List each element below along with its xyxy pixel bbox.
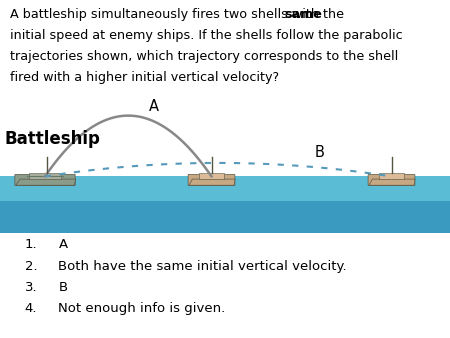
Bar	[379, 173, 404, 179]
Polygon shape	[189, 179, 235, 185]
Text: 1.: 1.	[25, 238, 37, 251]
Text: 4.: 4.	[25, 302, 37, 315]
Bar	[199, 173, 224, 179]
Text: B: B	[58, 281, 68, 294]
Text: A: A	[58, 238, 68, 251]
Text: fired with a higher initial vertical velocity?: fired with a higher initial vertical vel…	[10, 71, 279, 84]
Bar	[0, 176, 450, 201]
Text: initial speed at enemy ships. If the shells follow the parabolic: initial speed at enemy ships. If the she…	[10, 29, 402, 42]
Text: trajectories shown, which trajectory corresponds to the shell: trajectories shown, which trajectory cor…	[10, 50, 398, 63]
Bar	[29, 173, 61, 179]
Text: 2.: 2.	[25, 260, 37, 272]
Text: Both have the same initial vertical velocity.: Both have the same initial vertical velo…	[58, 260, 347, 272]
Text: Battleship: Battleship	[4, 129, 100, 148]
Text: A battleship simultaneously fires two shells with the: A battleship simultaneously fires two sh…	[10, 8, 348, 21]
Polygon shape	[369, 179, 415, 185]
Polygon shape	[16, 179, 76, 185]
FancyBboxPatch shape	[368, 174, 415, 186]
Text: B: B	[315, 145, 325, 160]
Text: same: same	[285, 8, 323, 21]
Text: 3.: 3.	[25, 281, 37, 294]
Text: A: A	[148, 99, 158, 114]
Bar	[0, 176, 450, 233]
FancyBboxPatch shape	[15, 174, 75, 186]
Text: Not enough info is given.: Not enough info is given.	[58, 302, 226, 315]
FancyBboxPatch shape	[188, 174, 235, 186]
